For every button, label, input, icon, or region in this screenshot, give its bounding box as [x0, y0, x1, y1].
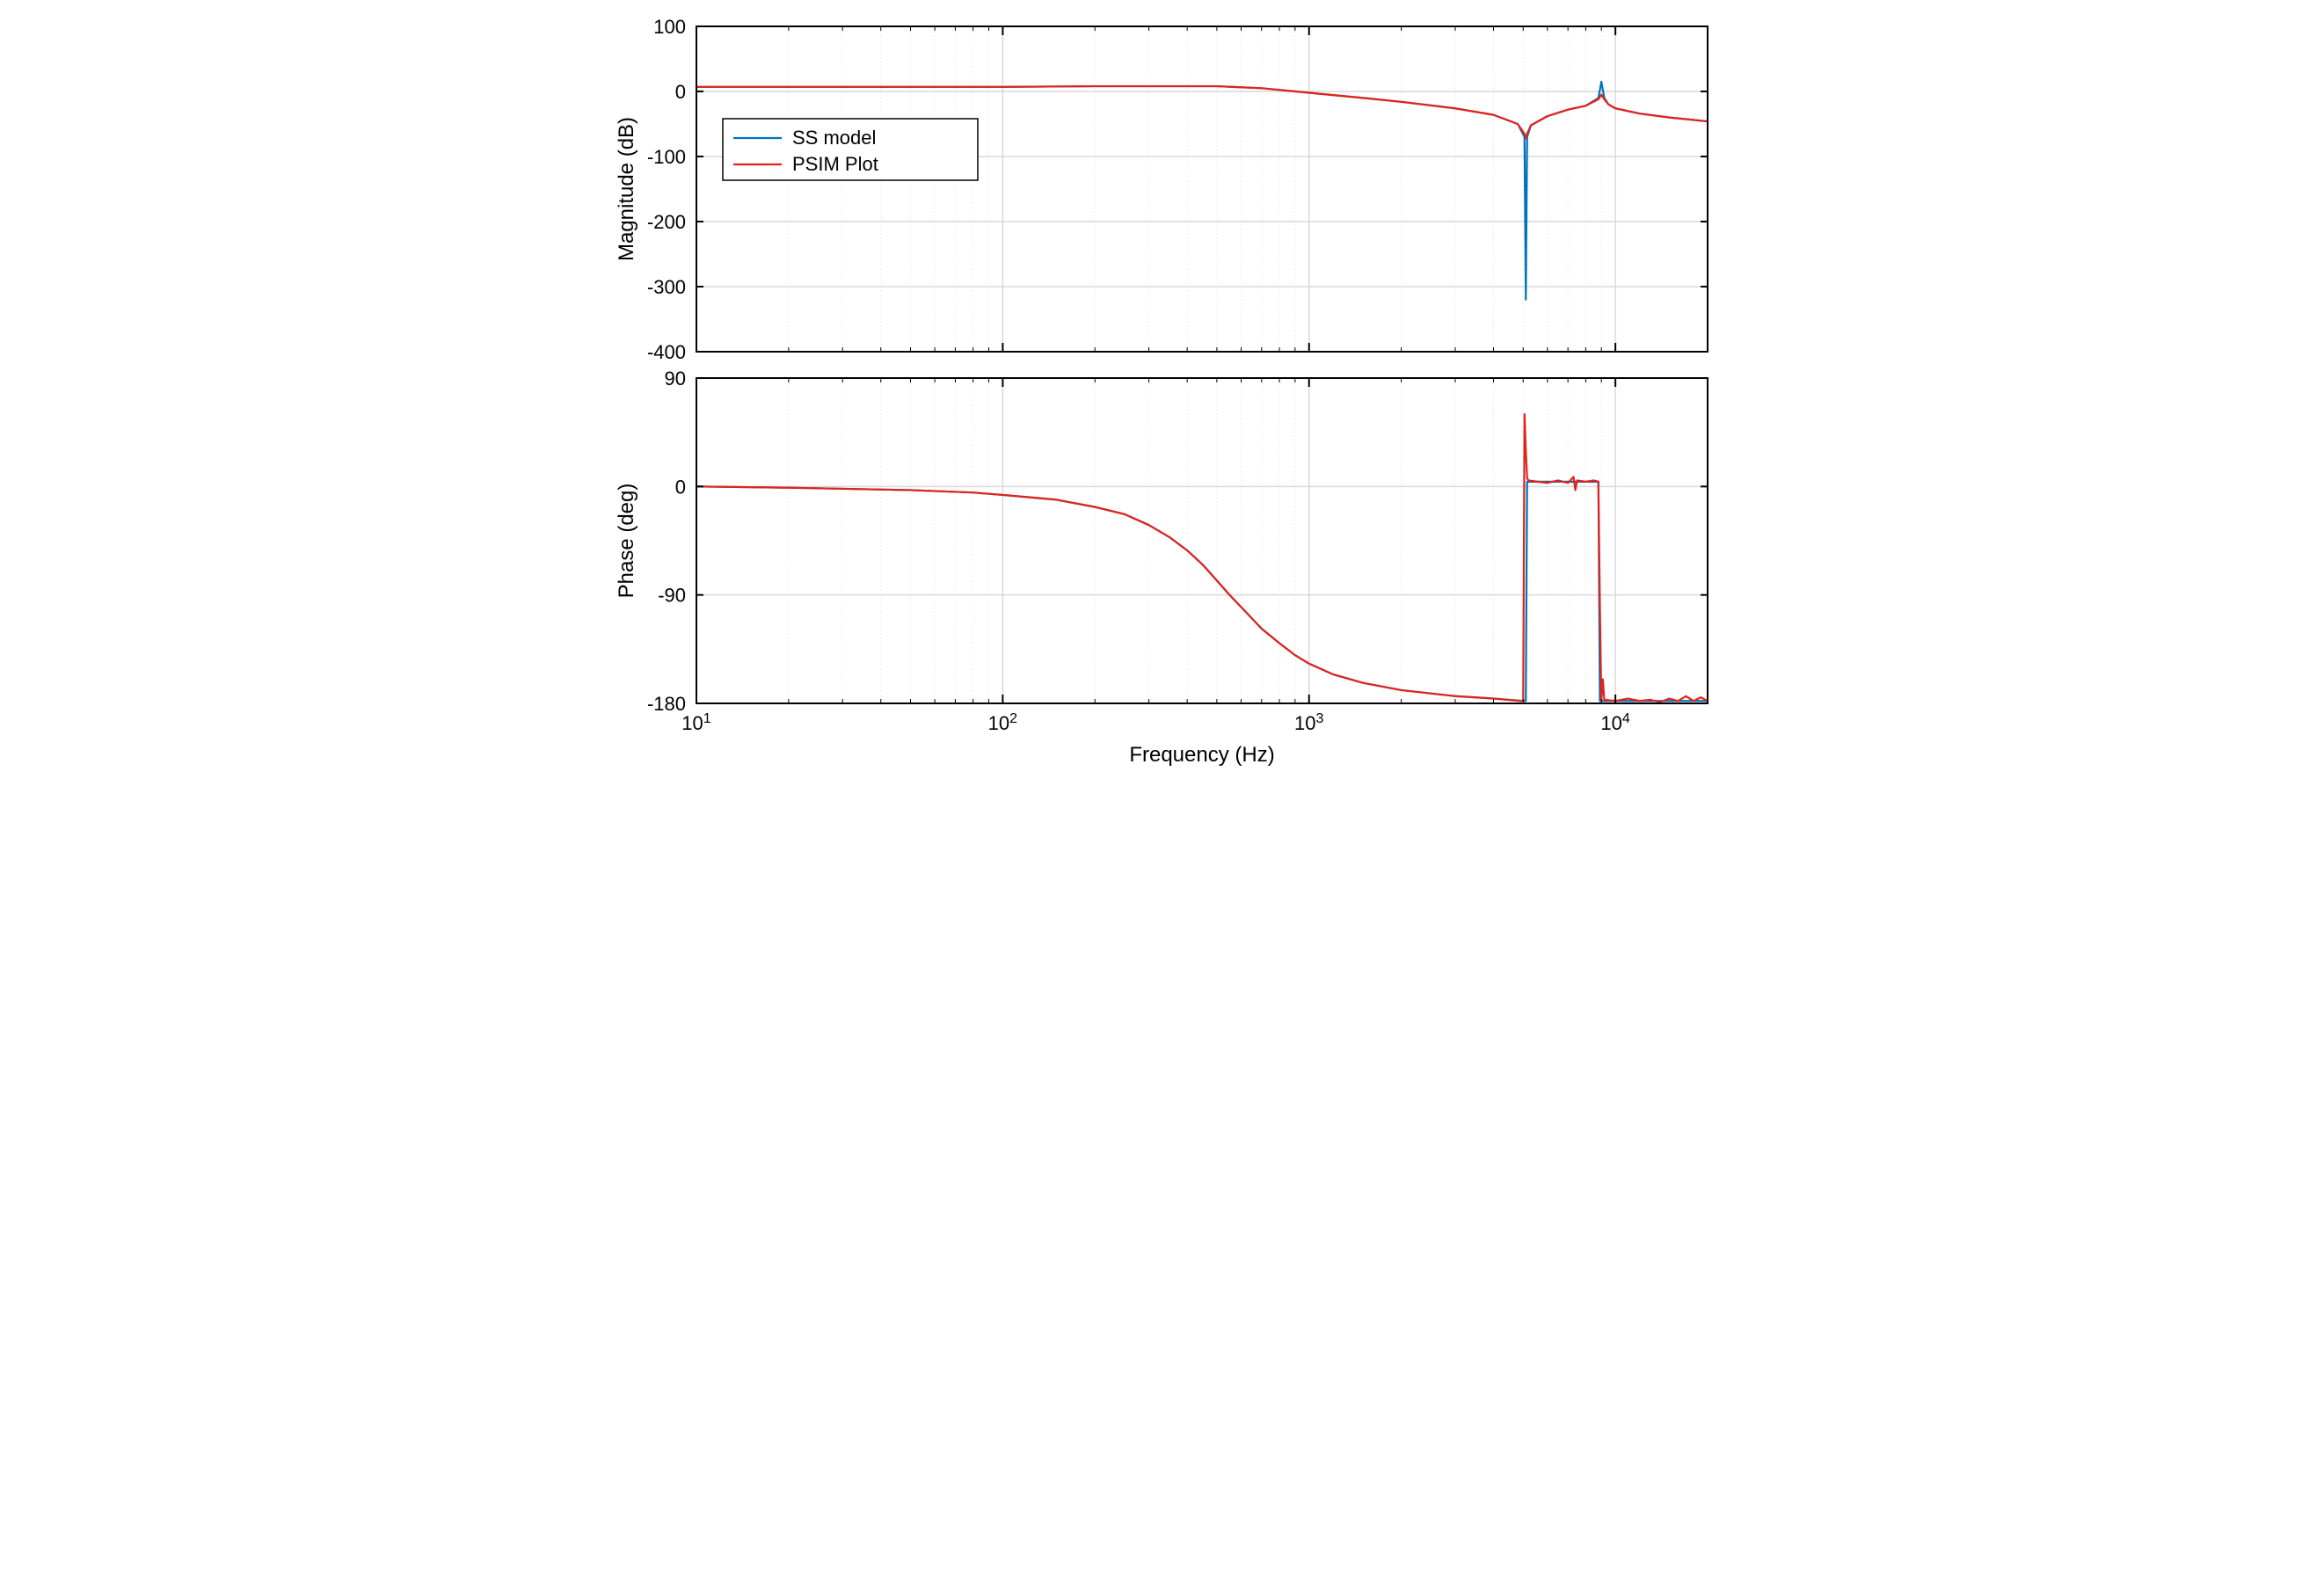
ytick-label: 0 — [674, 81, 685, 103]
ytick-label: -90 — [658, 585, 686, 607]
ytick-label: -100 — [646, 146, 685, 168]
ytick-label: 100 — [653, 18, 686, 38]
y-axis-label: Magnitude (dB) — [615, 117, 638, 261]
ytick-label: 0 — [674, 476, 685, 498]
xtick-label: 103 — [1294, 711, 1323, 735]
legend: SS model PSIM Plot — [723, 119, 978, 180]
ytick-label: -300 — [646, 276, 685, 298]
ytick-label: 90 — [664, 368, 685, 389]
bode-chart-svg: -400 -300 -200 -100 0 100 Magnitude (dB) -180 -9… — [600, 18, 1725, 791]
xtick-label: 101 — [681, 711, 710, 735]
ytick-label: -400 — [646, 341, 685, 363]
ytick-label: -180 — [646, 693, 685, 715]
legend-label: SS model — [792, 127, 876, 149]
y-axis-label: Phase (deg) — [615, 484, 638, 599]
xtick-label: 104 — [1600, 711, 1629, 735]
xtick-label: 102 — [987, 711, 1016, 735]
legend-label: PSIM Plot — [792, 153, 878, 175]
x-axis-label: Frequency (Hz) — [1129, 743, 1274, 767]
bode-plot-container: -400 -300 -200 -100 0 100 Magnitude (dB) -180 -9… — [600, 18, 1725, 791]
ytick-label: -200 — [646, 211, 685, 233]
